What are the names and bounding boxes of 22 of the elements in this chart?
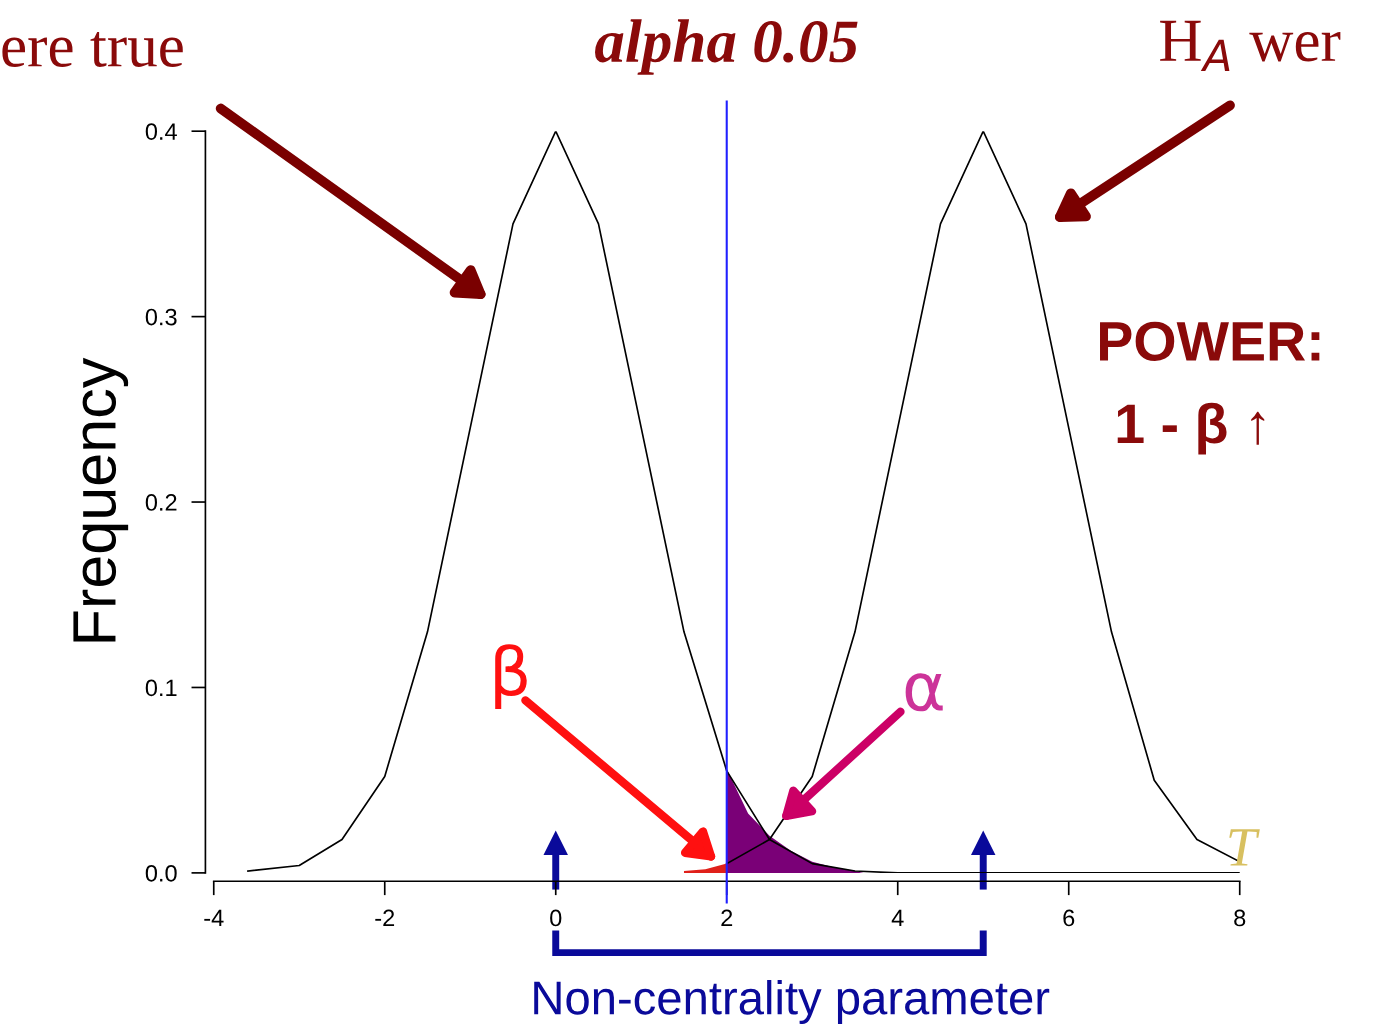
x-tick-label: 2 — [721, 909, 733, 927]
y-tick-label: 0.2 — [145, 494, 177, 511]
x-tick-label: 6 — [1063, 909, 1075, 927]
annotation: POWER: — [1100, 321, 1320, 361]
y-tick-label: 0.0 — [145, 864, 177, 882]
x-tick-label: 0 — [550, 909, 562, 927]
text: Non-centrality parameter — [534, 980, 1050, 1025]
annotation: α — [905, 673, 943, 712]
x-tick-label: -4 — [204, 909, 224, 927]
chart-title: alpha 0.05 — [595, 19, 858, 75]
annotation: T — [1229, 829, 1260, 866]
y-axis-title: Frequency — [73, 357, 129, 642]
y-tick-label: 0.1 — [145, 679, 177, 697]
x-tick-label: -2 — [375, 909, 395, 927]
annotation: β — [495, 644, 527, 710]
text: ere true — [2, 31, 183, 67]
x-tick-label: 4 — [891, 909, 904, 927]
x-tick-label: 8 — [1234, 909, 1246, 927]
y-tick-label: 0.4 — [145, 123, 177, 140]
y-tick-label: 0.3 — [145, 308, 177, 326]
annotation: 1 - β ↑ — [1117, 402, 1265, 455]
text: H$_{A}$ wer — [1160, 20, 1341, 71]
